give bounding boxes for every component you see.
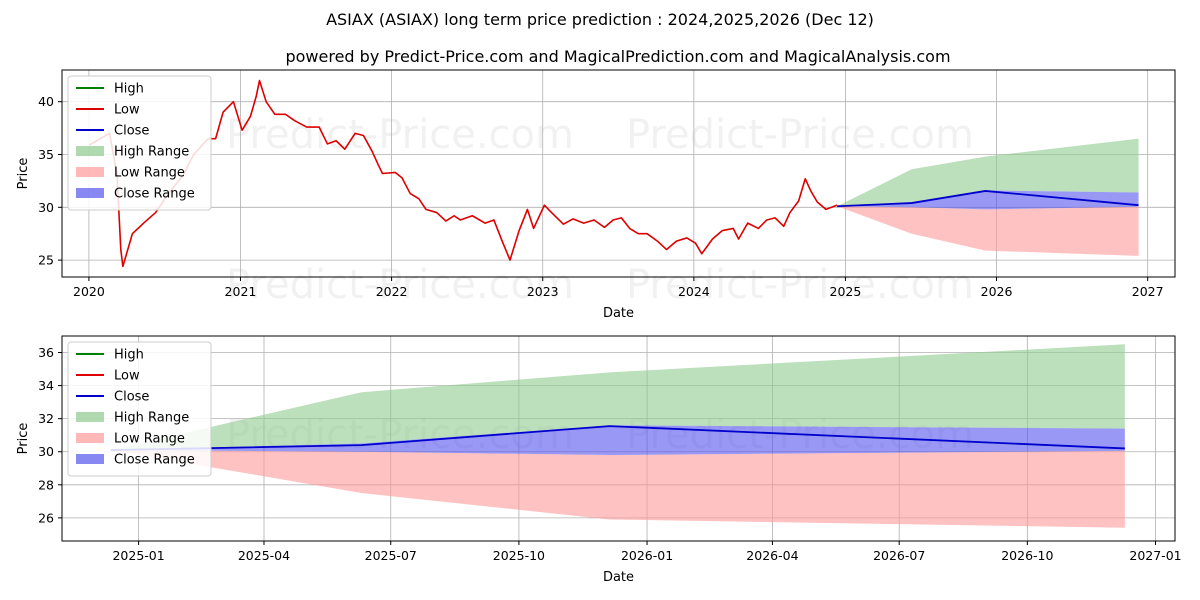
legend-high-label: High — [114, 82, 144, 97]
y-tick-label: 25 — [38, 253, 54, 268]
low-range-band — [837, 206, 1139, 256]
y-tick-label: 26 — [38, 510, 54, 525]
y-tick-label: 32 — [38, 411, 54, 426]
high-range-band — [837, 138, 1139, 207]
legend-close-label: Close — [114, 124, 149, 139]
legend-low-label: Low — [114, 103, 140, 118]
y-tick-label: 28 — [38, 477, 54, 492]
top-chart-panel: Predict-Price.com Predict-Price.com Predic… — [16, 69, 1176, 321]
legend-low-range-swatch — [76, 167, 104, 177]
x-tick-label: 2026-04 — [746, 548, 798, 563]
legend-high-range-label: High Range — [114, 411, 189, 426]
x-tick-label: 2025 — [830, 284, 862, 299]
legend-low-label: Low — [114, 369, 140, 384]
legend-low-range-swatch — [76, 433, 104, 443]
close-range-band — [837, 190, 1139, 210]
y-tick-label: 30 — [38, 444, 54, 459]
legend-close-range-label: Close Range — [114, 453, 195, 468]
x-tick-label: 2023 — [527, 284, 559, 299]
x-tick-label: 2020 — [73, 284, 105, 299]
y-axis-label: Price — [16, 423, 31, 455]
y-tick-label: 40 — [38, 94, 54, 109]
plot-area — [110, 344, 1125, 528]
low-price-line — [88, 79, 838, 268]
x-tick-label: 2025-10 — [493, 548, 545, 563]
legend-close-range-swatch — [76, 188, 104, 198]
axes-frame — [61, 69, 1176, 278]
x-tick-label: 2025-01 — [112, 548, 164, 563]
x-tick-label: 2024 — [678, 284, 710, 299]
watermark-text: Predict-Price.com — [226, 112, 574, 158]
legend: High Low Close High Range Low Range Close Ran… — [67, 341, 212, 477]
x-tick-label: 2021 — [225, 284, 257, 299]
low-range-band — [110, 450, 1125, 528]
x-tick-label: 2025-04 — [238, 548, 290, 563]
x-tick-label: 2026-01 — [621, 548, 673, 563]
close-range-band — [110, 425, 1125, 456]
bottom-chart-panel: Predict-Price.comPredict-Price.com2025-0… — [16, 335, 1182, 585]
legend-close-range-swatch — [76, 454, 104, 464]
legend-high-range-label: High Range — [114, 145, 189, 160]
y-tick-label: 34 — [38, 378, 54, 393]
figure-subtitle: powered by Predict-Price.com and Magical… — [285, 47, 950, 66]
y-tick-label: 36 — [38, 345, 54, 360]
y-tick-label: 30 — [38, 200, 54, 215]
x-tick-label: 2026 — [981, 284, 1013, 299]
x-tick-label: 2022 — [376, 284, 408, 299]
legend: High Low Close High Range Low Range Close Ran… — [67, 75, 212, 211]
legend-low-range-label: Low Range — [114, 432, 185, 447]
watermark-text: Predict-Price.com — [626, 262, 974, 308]
y-tick-label: 35 — [38, 147, 54, 162]
x-tick-label: 2025-07 — [365, 548, 417, 563]
legend-high-range-swatch — [76, 146, 104, 156]
high-range-band — [110, 344, 1125, 451]
plot-area — [88, 79, 1139, 268]
x-axis-label: Date — [603, 570, 634, 585]
x-tick-label: 2027-01 — [1129, 548, 1181, 563]
close-forecast-line — [110, 425, 1125, 451]
x-tick-label: 2026-07 — [873, 548, 925, 563]
watermark-text: Predict-Price.com — [226, 262, 574, 308]
axes-frame — [61, 335, 1176, 542]
x-axis-label: Date — [603, 306, 634, 321]
close-forecast-line — [837, 190, 1139, 208]
legend-high-range-swatch — [76, 412, 104, 422]
figure-title: ASIAX (ASIAX) long term price prediction… — [326, 10, 874, 29]
y-axis-label: Price — [16, 158, 31, 190]
legend-close-label: Close — [114, 390, 149, 405]
legend-low-range-label: Low Range — [114, 166, 185, 181]
x-tick-label: 2026-10 — [1001, 548, 1053, 563]
watermark-text: Predict-Price.com — [626, 112, 974, 158]
x-tick-label: 2027 — [1132, 284, 1164, 299]
legend-close-range-label: Close Range — [114, 187, 195, 202]
legend-high-label: High — [114, 348, 144, 363]
